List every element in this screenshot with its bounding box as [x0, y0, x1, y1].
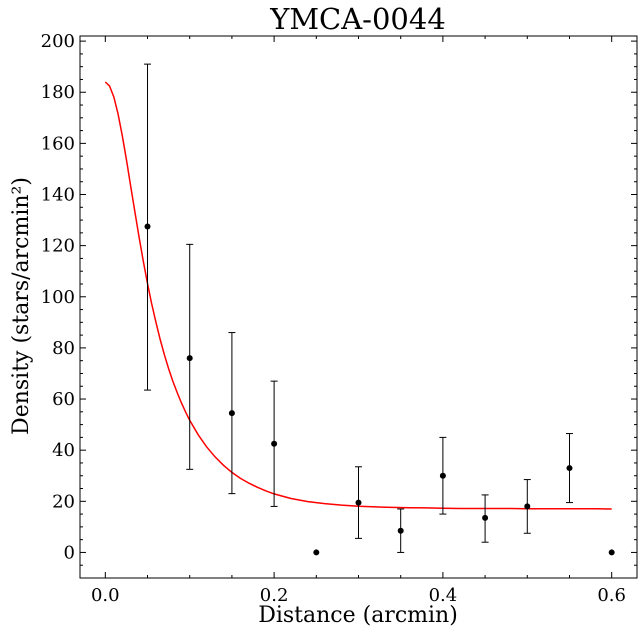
data-point: [397, 527, 404, 534]
y-tick-label: 40: [52, 440, 75, 461]
data-point: [608, 549, 615, 556]
x-axis-label: Distance (arcmin): [258, 603, 458, 628]
data-point: [144, 223, 151, 230]
y-tick-label: 140: [41, 185, 75, 206]
y-tick-label: 180: [41, 82, 75, 103]
data-point: [355, 499, 362, 506]
y-tick-label: 120: [41, 236, 75, 257]
data-point: [566, 465, 573, 472]
data-point: [439, 472, 446, 479]
chart-title: YMCA-0044: [269, 2, 446, 36]
data-point: [228, 410, 235, 417]
y-tick-label: 60: [52, 389, 75, 410]
y-tick-label: 0: [64, 542, 75, 563]
y-axis-label: Density (stars/arcmin²): [9, 177, 34, 435]
data-point: [313, 549, 320, 556]
y-tick-label: 200: [41, 31, 75, 52]
y-tick-label: 100: [41, 287, 75, 308]
y-tick-label: 80: [52, 338, 75, 359]
y-tick-label: 20: [52, 491, 75, 512]
fit-curve: [104, 81, 612, 510]
x-tick-label: 0.6: [597, 585, 626, 606]
x-tick-label: 0.0: [91, 585, 120, 606]
data-point: [482, 514, 489, 521]
data-point: [271, 440, 278, 447]
data-point: [524, 503, 531, 510]
y-tick-label: 160: [41, 133, 75, 154]
data-point: [186, 355, 193, 362]
x-tick-label: 0.2: [260, 585, 289, 606]
x-tick-label: 0.4: [429, 585, 458, 606]
